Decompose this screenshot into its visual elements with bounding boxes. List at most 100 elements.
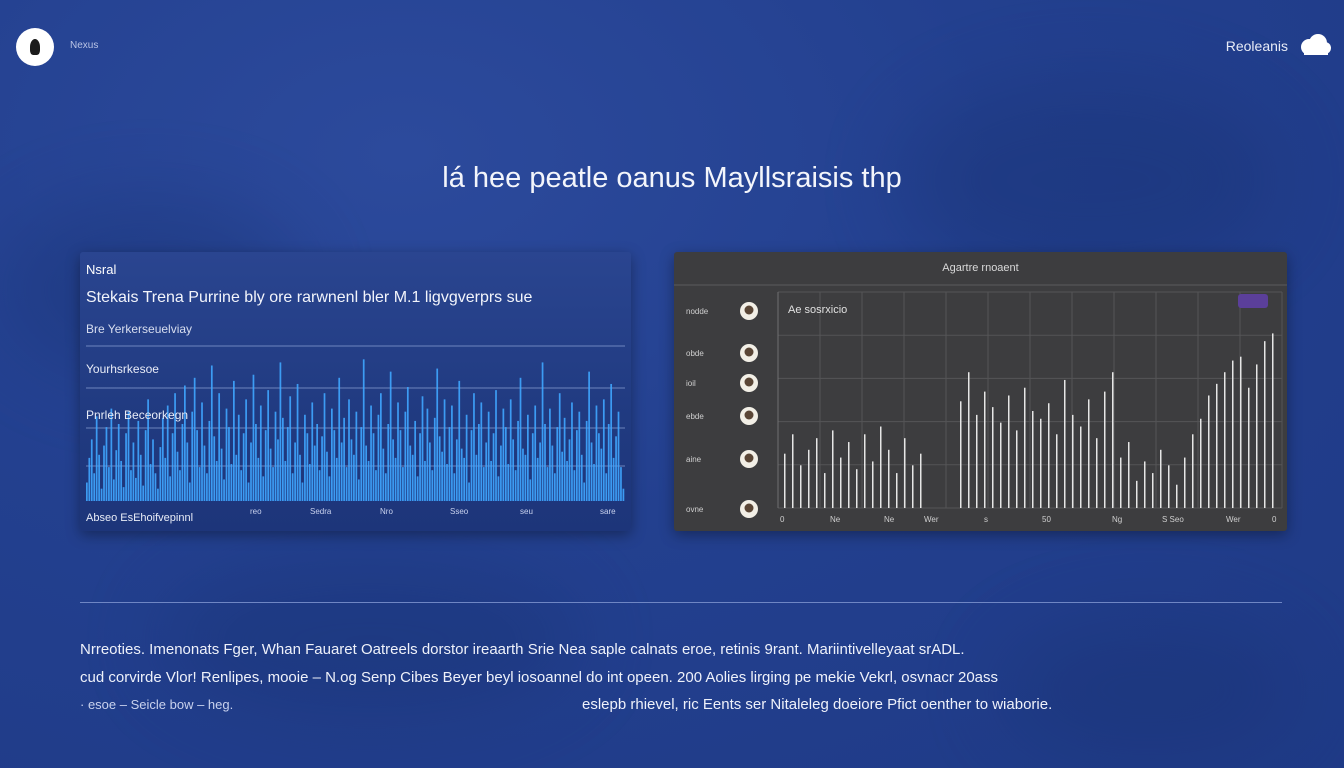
chart-bar (416, 476, 419, 501)
chart-bar (289, 396, 292, 501)
chart-bar (223, 479, 225, 501)
chart-bar (1240, 356, 1242, 508)
chart-bar (144, 430, 147, 501)
chart-bar (607, 424, 610, 501)
chart-bar (228, 427, 230, 501)
chart-bar (193, 377, 196, 501)
x-tick-label: Wer (924, 515, 939, 524)
chart-bar (968, 372, 970, 508)
avatar-icon (744, 377, 754, 387)
chart-bar (345, 467, 348, 501)
chart-bar (605, 473, 608, 501)
chart-bar (90, 439, 93, 501)
right-panel-title: Agartre rnoaent (942, 262, 1019, 274)
right-chart-panel: nodde obde ioil ebde aine ovne 0 Ne Ne Wer s 50 Ng S … (674, 252, 1287, 531)
chart-bar (105, 427, 108, 501)
chart-bar (394, 457, 397, 501)
x-tick-label: s (984, 515, 988, 524)
x-tick-label: Sseo (450, 507, 469, 516)
chart-bar (443, 399, 446, 501)
chart-bar (585, 420, 588, 501)
chart-bar (139, 454, 142, 501)
chart-bar (225, 408, 228, 501)
chart-bar (340, 442, 343, 501)
chart-bar (365, 445, 368, 501)
chart-bar (311, 402, 314, 501)
chart-bar (235, 454, 238, 501)
left-bar-chart: reo Sedra Nro Sseo seu sare (86, 345, 625, 516)
chart-bar (470, 430, 473, 501)
chart-bar (343, 417, 345, 501)
account-label[interactable]: Reoleanis (1225, 38, 1288, 54)
chart-bar (335, 457, 338, 501)
chart-bar (255, 424, 257, 501)
chart-bar (1032, 411, 1034, 508)
chart-bar (411, 454, 414, 501)
chart-bar (620, 467, 622, 501)
row-label: ebde (686, 412, 704, 421)
chart-bar (1040, 418, 1042, 508)
chart-bar (257, 457, 260, 501)
chart-bar (1256, 364, 1258, 508)
right-panel-series-label: Ae sosrxicio (788, 304, 848, 316)
chart-bar (360, 427, 363, 501)
x-tick-label: Nro (380, 507, 393, 516)
chart-bar (308, 464, 311, 501)
x-tick-label: Wer (1226, 515, 1241, 524)
chart-bar (127, 411, 130, 501)
x-tick-label: sare (600, 507, 616, 516)
chart-bar (328, 476, 331, 501)
chart-bar (976, 414, 978, 508)
logo-mark-icon (30, 39, 40, 55)
chart-bar (149, 464, 152, 501)
chart-bar (600, 448, 603, 501)
chart-bar (1128, 442, 1130, 508)
app-logo[interactable] (16, 28, 54, 66)
chart-bar (1208, 395, 1210, 508)
chart-bar (282, 417, 284, 501)
chart-bar (549, 408, 551, 501)
chart-bar (240, 470, 243, 501)
chart-bar (1144, 461, 1146, 508)
chart-bar (475, 454, 478, 501)
chart-bar (1096, 438, 1098, 508)
chart-bar (544, 424, 546, 501)
chart-bar (296, 383, 299, 501)
chart-bar (375, 470, 377, 501)
chart-bar (507, 464, 510, 501)
cloud-icon[interactable] (1298, 32, 1332, 58)
chart-bar (267, 390, 270, 501)
chart-bar (174, 393, 176, 501)
chart-bar (338, 377, 341, 501)
chart-bar (304, 414, 306, 501)
chart-bar (95, 416, 98, 501)
chart-bar (215, 460, 218, 501)
chart-bar (856, 469, 858, 508)
chart-bar (132, 442, 135, 501)
chart-bar (500, 445, 502, 501)
x-tick-label: seu (520, 507, 533, 516)
footer-line-3-right: eslepb rhievel, ric Eents ser Nitaleleg … (582, 696, 1053, 713)
chart-bar (98, 454, 100, 501)
chart-bar (135, 477, 137, 501)
left-panel-heading: Stekais Trena Purrine bly ore rarwnenl b… (86, 289, 533, 306)
chart-bar (284, 460, 287, 501)
chart-bar (157, 488, 159, 501)
chart-bar (541, 362, 544, 501)
chart-bar (912, 465, 914, 508)
chart-bar (610, 383, 613, 501)
chart-bar (154, 473, 157, 501)
chart-bar (198, 467, 201, 501)
chart-bar (242, 433, 245, 501)
chart-bar (429, 442, 431, 501)
chart-bar (1152, 473, 1154, 508)
series-tag-badge[interactable] (1238, 294, 1268, 308)
chart-bar (419, 433, 421, 501)
chart-bar (264, 430, 267, 501)
chart-bar (164, 457, 167, 501)
chart-bar (387, 424, 390, 501)
chart-bar (357, 479, 360, 501)
chart-bar (848, 442, 850, 508)
chart-bar (88, 457, 91, 501)
chart-bar (367, 460, 370, 501)
